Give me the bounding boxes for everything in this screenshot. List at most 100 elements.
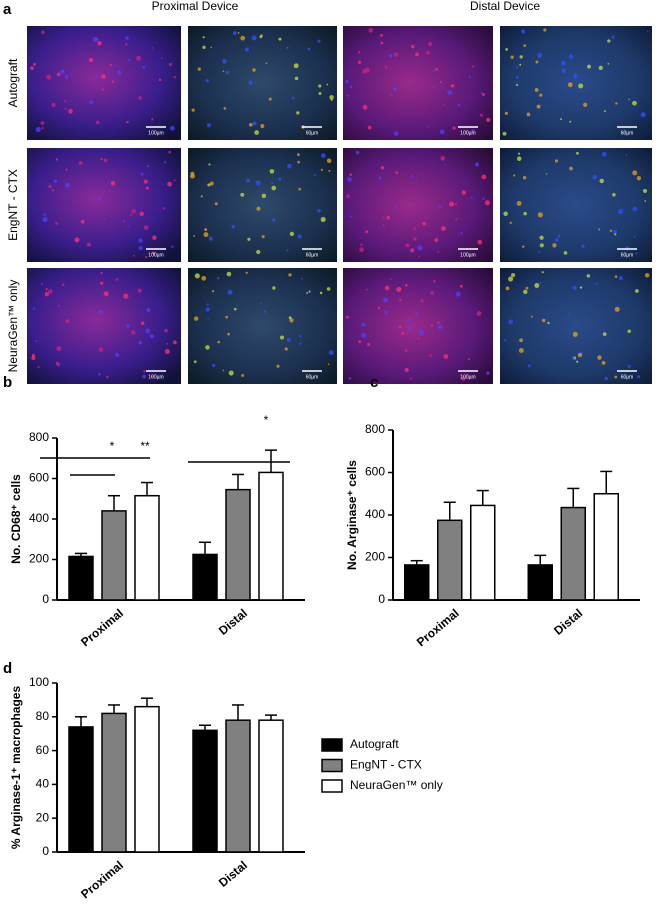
cell — [261, 235, 265, 239]
cell — [644, 273, 650, 278]
cell — [477, 239, 483, 245]
cell — [572, 331, 578, 337]
cell — [401, 332, 405, 335]
cell — [425, 50, 430, 55]
cell — [457, 103, 461, 107]
cell — [143, 225, 149, 230]
cell — [519, 338, 523, 343]
cell — [505, 286, 510, 291]
cell — [632, 206, 638, 212]
cell — [386, 215, 390, 220]
cell — [541, 318, 546, 323]
cell — [216, 277, 220, 280]
cell — [398, 325, 402, 329]
cell — [482, 197, 485, 200]
micrograph — [27, 26, 181, 140]
cell — [194, 273, 200, 279]
cell — [48, 289, 53, 294]
cell — [417, 337, 420, 340]
cell — [362, 104, 368, 110]
cell — [127, 225, 130, 228]
cell — [95, 120, 100, 125]
cell — [166, 343, 168, 345]
cell — [126, 120, 129, 124]
cell — [407, 319, 411, 323]
cell — [557, 234, 561, 238]
legend-label: NeuraGen™ only — [350, 778, 443, 792]
cell — [193, 360, 197, 364]
cell — [41, 30, 45, 34]
legend-swatch — [321, 738, 343, 752]
cell — [437, 250, 440, 253]
bar — [134, 705, 160, 853]
cell — [601, 361, 606, 365]
cell — [227, 332, 230, 336]
cell — [259, 302, 262, 305]
cell — [625, 154, 628, 157]
y-tick-label: 800 — [29, 430, 49, 444]
cell — [40, 282, 44, 285]
cell — [383, 297, 388, 303]
cell — [382, 224, 385, 227]
y-tick-label: 400 — [365, 507, 385, 521]
cell — [436, 321, 440, 325]
column-header: Proximal Device — [152, 0, 239, 13]
cell — [380, 166, 385, 170]
cell — [384, 311, 388, 315]
cell — [365, 288, 368, 291]
cell — [92, 36, 98, 43]
cell — [288, 316, 292, 320]
cell — [417, 245, 423, 251]
cell — [60, 69, 65, 74]
cell — [604, 376, 609, 381]
cell — [127, 58, 131, 61]
x-tick-label: Proximal — [78, 606, 126, 649]
cell — [516, 81, 519, 84]
cell — [358, 51, 361, 54]
cell — [516, 156, 522, 161]
cell — [319, 291, 323, 295]
cell — [635, 289, 639, 293]
cell — [427, 126, 429, 128]
legend-swatch — [321, 779, 343, 793]
cell — [130, 214, 133, 216]
cell — [64, 75, 69, 79]
scale-bar-label: 100µm — [148, 130, 163, 136]
y-tick-label: 400 — [29, 511, 49, 525]
cell — [138, 245, 143, 251]
cell — [111, 80, 114, 83]
y-tick-label: 200 — [365, 550, 385, 564]
cell — [348, 377, 352, 380]
y-tick-label: 0 — [42, 844, 49, 858]
cell — [276, 364, 280, 368]
cell — [632, 170, 638, 176]
cell — [164, 328, 168, 333]
cell — [455, 291, 461, 297]
cell — [51, 102, 56, 108]
cell — [164, 348, 170, 355]
cell — [607, 39, 611, 43]
bar — [101, 712, 127, 853]
cell — [515, 75, 519, 79]
cell — [241, 373, 245, 377]
cell — [217, 340, 220, 344]
cell — [261, 193, 267, 199]
cell — [609, 229, 613, 232]
cell — [358, 340, 362, 344]
cell — [435, 67, 438, 71]
cell — [286, 337, 291, 342]
cell — [468, 75, 471, 78]
cell — [65, 319, 70, 324]
cell — [327, 363, 330, 366]
cell — [296, 153, 300, 157]
cell — [296, 111, 300, 115]
cell — [414, 52, 419, 57]
cell — [33, 62, 36, 66]
y-tick-label: 80 — [36, 709, 50, 723]
cell — [204, 228, 208, 231]
cell — [259, 35, 263, 39]
cell — [78, 161, 83, 166]
cell — [395, 206, 398, 209]
cell — [225, 315, 229, 319]
cell — [361, 322, 366, 327]
